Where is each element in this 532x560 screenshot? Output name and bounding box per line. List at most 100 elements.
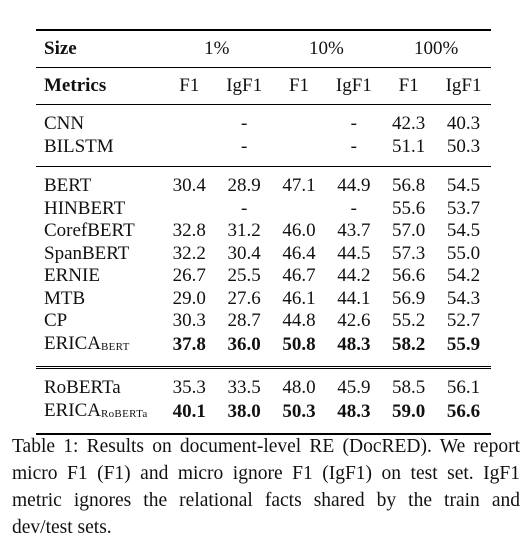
score-cell: 54.5	[446, 220, 481, 241]
score-cell	[272, 136, 327, 167]
model-name: BERT	[36, 166, 162, 198]
size-label: Size	[36, 29, 162, 68]
score-cell: 57.3	[392, 242, 426, 264]
metric-header: IgF1	[436, 67, 491, 105]
score-cell: 59.0	[381, 399, 437, 435]
model-name-text: BERT	[44, 175, 92, 196]
score-cell: 30.3	[172, 310, 206, 331]
score-cell: 48.3	[337, 334, 371, 355]
score-cell: 47.1	[271, 166, 327, 198]
model-name: ERICARoBERTa	[36, 399, 162, 435]
score-cell: 28.9	[216, 166, 272, 198]
score-cell: 44.8	[282, 310, 316, 331]
score-cell: -	[326, 104, 382, 136]
table-row: MTB 29.0 27.6 46.1 44.1 56.9 54.3	[36, 288, 491, 311]
score-cell: 54.3	[446, 287, 481, 309]
table-row: SpanBERT 32.2 30.4 46.4 44.5 57.3 55.0	[36, 243, 491, 266]
pretrained-bert-section: BERT 30.4 28.9 47.1 44.9 56.8 54.5 HINBERT - -55.…	[36, 166, 491, 368]
score-cell: 55.6	[392, 197, 426, 219]
score-cell: 42.3	[381, 104, 437, 136]
score-cell: 30.4	[161, 166, 217, 198]
score-cell: 44.1	[337, 287, 371, 309]
score-cell: 56.9	[392, 287, 426, 309]
score-cell: 57.0	[392, 220, 426, 241]
model-name-text: CP	[44, 310, 68, 331]
model-name-text: BILSTM	[44, 135, 114, 157]
score-cell: 27.6	[227, 287, 261, 309]
score-cell: 37.8	[172, 334, 206, 355]
score-cell: 53.7	[446, 197, 481, 219]
table-row: BILSTM - - 51.1 50.3	[36, 136, 491, 167]
score-cell: 54.5	[436, 166, 491, 198]
metric-header: IgF1	[216, 67, 272, 105]
table-row: BERT 30.4 28.9 47.1 44.9 56.8 54.5	[36, 166, 491, 198]
model-name-text: HINBERT	[44, 197, 126, 219]
model-name-text: RoBERTa	[44, 377, 121, 398]
model-name: ERNIE	[36, 265, 162, 288]
table-row: ERICARoBERTa 40.1 38.0 50.3 48.3 59.0 56.6	[36, 399, 491, 435]
score-cell: 46.0	[282, 220, 316, 241]
model-name: SpanBERT	[36, 243, 162, 266]
score-cell: 56.1	[436, 366, 491, 400]
model-name-text: SpanBERT	[44, 242, 130, 264]
roberta-section: RoBERTa 35.3 33.5 48.0 45.9 58.5 56.1 ERICARoBE…	[36, 366, 491, 435]
model-name-subscript: BERT	[101, 340, 130, 353]
model-name-text: ERICA	[44, 332, 101, 354]
model-name-text: ERICA	[44, 399, 101, 421]
results-table: Size 1% 10% 100% Metrics F1 IgF1 F1 IgF1…	[36, 29, 491, 435]
score-cell: 56.8	[381, 166, 437, 198]
model-name: BILSTM	[36, 136, 162, 167]
table-row: RoBERTa 35.3 33.5 48.0 45.9 58.5 56.1	[36, 366, 491, 400]
table-row: CP 30.3 28.7 44.8 42.6 55.2 52.7	[36, 310, 491, 333]
score-cell: 50.3	[271, 399, 327, 435]
table-row: HINBERT - - 55.6 53.7	[36, 198, 491, 221]
score-cell: 48.0	[271, 366, 327, 400]
score-cell: 43.7	[337, 220, 371, 241]
score-cell: 28.7	[227, 310, 261, 331]
score-cell	[161, 104, 217, 136]
score-cell: 32.2	[172, 242, 206, 264]
score-cell: 40.1	[161, 399, 217, 435]
metric-header: F1	[271, 67, 327, 105]
model-name: HINBERT	[36, 198, 162, 221]
score-cell	[272, 198, 327, 221]
score-cell: 55.9	[446, 334, 481, 355]
score-cell: 56.6	[392, 265, 426, 286]
metric-header: IgF1	[326, 67, 382, 105]
table-caption: Table 1: Results on document-level RE (D…	[12, 436, 520, 538]
table-row: CNN - -42.3 40.3	[36, 104, 491, 136]
score-cell	[271, 104, 327, 136]
score-cell: 56.6	[436, 399, 491, 435]
results-table-container: Size 1% 10% 100% Metrics F1 IgF1 F1 IgF1…	[36, 29, 491, 435]
group-1-percent: 1%	[161, 29, 272, 68]
group-100-percent: 100%	[381, 29, 491, 68]
score-cell: 55.2	[392, 310, 426, 331]
table-row: ERNIE 26.7 25.5 46.7 44.2 56.6 54.2	[36, 265, 491, 288]
score-cell: 30.4	[227, 242, 261, 264]
score-cell: 50.3	[446, 135, 481, 157]
score-cell: 58.2	[392, 334, 426, 355]
score-cell: 55.0	[446, 242, 481, 264]
model-name-subscript: RoBERTa	[101, 407, 148, 420]
score-cell: 45.9	[326, 366, 382, 400]
score-cell: 32.8	[172, 220, 206, 241]
score-cell: 48.3	[326, 399, 382, 435]
score-cell: 52.7	[446, 310, 481, 331]
score-cell	[162, 136, 217, 167]
score-cell: 46.1	[282, 287, 316, 309]
score-cell: 46.4	[282, 242, 316, 264]
model-name-text: CNN	[44, 113, 85, 134]
score-cell: 58.5	[381, 366, 437, 400]
score-cell	[162, 198, 217, 221]
model-name: CP	[36, 310, 162, 333]
table-row: CorefBERT 32.8 31.2 46.0 43.7 57.0 54.5	[36, 220, 491, 243]
model-name: CNN	[36, 104, 162, 136]
score-cell: 26.7	[172, 265, 206, 286]
score-cell: 35.3	[161, 366, 217, 400]
score-cell: 25.5	[227, 265, 261, 286]
score-cell: 38.0	[216, 399, 272, 435]
model-name-text: MTB	[44, 287, 86, 309]
score-cell: 31.2	[227, 220, 261, 241]
model-name: CorefBERT	[36, 220, 162, 243]
score-cell: 46.7	[282, 265, 316, 286]
